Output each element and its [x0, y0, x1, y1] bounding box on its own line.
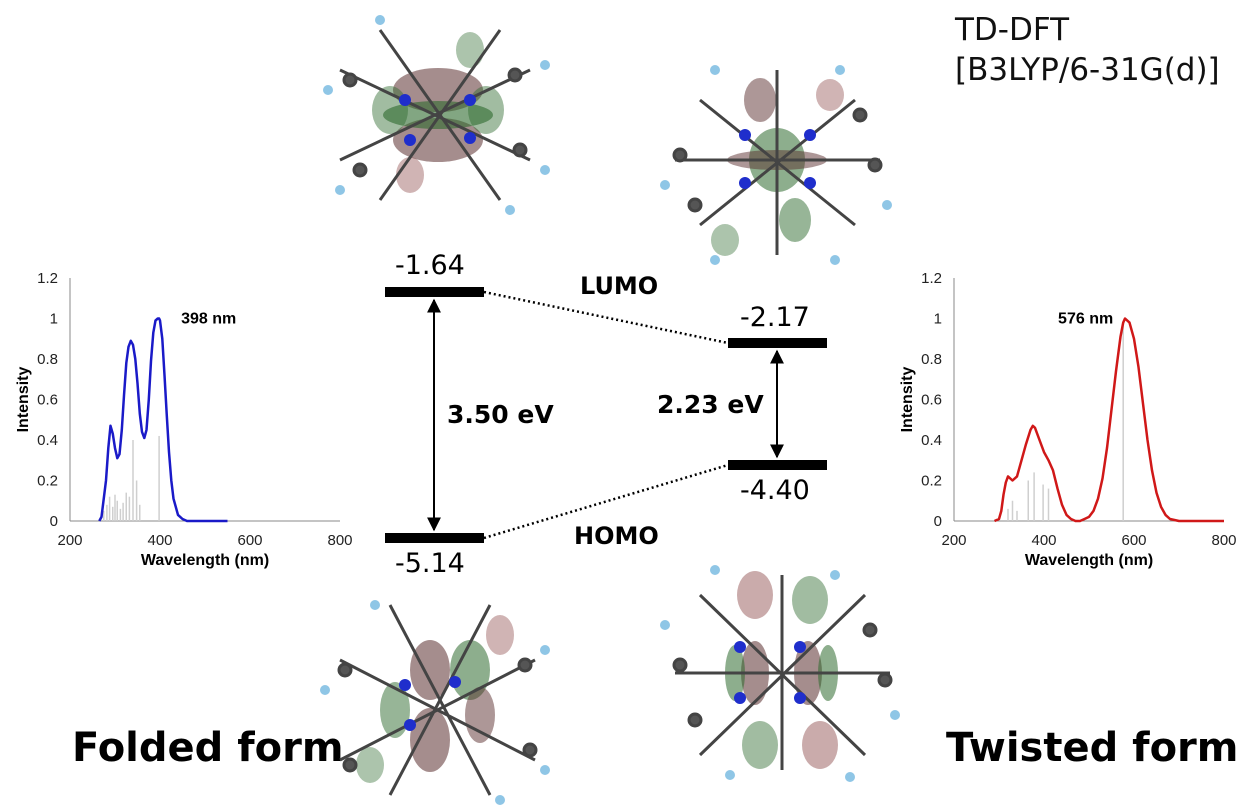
twisted-lumo-molecule-image	[660, 65, 892, 265]
y-tick-label: 0	[50, 513, 58, 530]
twisted-homo-molecule-image	[660, 565, 900, 782]
x-tick-label: 200	[941, 532, 966, 549]
spectrum-line	[98, 317, 228, 523]
y-tick-label: 0.4	[37, 432, 58, 449]
folded-homo-orbital	[356, 615, 514, 783]
x-tick-label: 400	[147, 532, 172, 549]
peak-annotation: 576 nm	[1058, 311, 1113, 328]
x-tick-label: 600	[1121, 532, 1146, 549]
y-tick-label: 0.4	[921, 432, 942, 449]
folded-gap-label: 3.50 eV	[447, 400, 554, 429]
folded-lumo-value: -1.64	[395, 250, 465, 281]
method-label: TD-DFT [B3LYP/6-31G(d)]	[955, 10, 1220, 90]
folded-spectrum-chart: 0 0.2 0.4 0.6 0.8 1 1.2 200 400 600 800 Wavelength …	[15, 270, 353, 569]
peak-annotation: 398 nm	[181, 311, 236, 328]
folded-lumo-molecule-image	[323, 15, 550, 215]
folded-form-label: Folded form	[72, 725, 344, 771]
method-line-1: TD-DFT	[955, 12, 1070, 48]
y-tick-label: 0.8	[921, 351, 942, 368]
twisted-homo-level	[728, 460, 827, 470]
twisted-lumo-value: -2.17	[740, 302, 810, 333]
lumo-connector	[483, 290, 729, 345]
folded-homo-value: -5.14	[395, 548, 465, 579]
twisted-lumo-level	[728, 338, 827, 348]
x-tick-label: 600	[237, 532, 262, 549]
y-tick-label: 0.2	[37, 473, 58, 490]
y-tick-label: 0	[934, 513, 942, 530]
folded-lumo-level	[385, 287, 484, 297]
twisted-form-label: Twisted form	[946, 725, 1239, 771]
x-tick-label: 800	[1211, 532, 1236, 549]
spectrum-line	[993, 317, 1224, 523]
x-tick-label: 400	[1031, 532, 1056, 549]
x-tick-label: 800	[327, 532, 352, 549]
y-tick-label: 0.8	[37, 351, 58, 368]
twisted-homo-value: -4.40	[740, 475, 810, 506]
twisted-spectrum-chart: 0 0.2 0.4 0.6 0.8 1 1.2 200 400 600 800 Wavelength …	[899, 270, 1237, 569]
y-tick-label: 0.6	[37, 392, 58, 409]
lumo-label: LUMO	[580, 272, 659, 300]
method-line-2: [B3LYP/6-31G(d)]	[955, 52, 1220, 88]
y-axis-label: Intensity	[15, 367, 32, 433]
y-tick-label: 0.2	[921, 473, 942, 490]
y-tick-label: 1.2	[37, 270, 58, 287]
x-axis-label: Wavelength (nm)	[1025, 552, 1153, 569]
folded-homo-molecule-image	[320, 600, 550, 805]
y-axis-label: Intensity	[899, 367, 916, 433]
x-axis-label: Wavelength (nm)	[141, 552, 269, 569]
y-tick-label: 1.2	[921, 270, 942, 287]
folded-homo-level	[385, 533, 484, 543]
homo-label: HOMO	[574, 522, 659, 550]
y-tick-label: 0.6	[921, 392, 942, 409]
x-tick-label: 200	[57, 532, 82, 549]
y-tick-label: 1	[50, 311, 58, 328]
y-tick-label: 1	[934, 311, 942, 328]
twisted-gap-label: 2.23 eV	[657, 390, 764, 419]
